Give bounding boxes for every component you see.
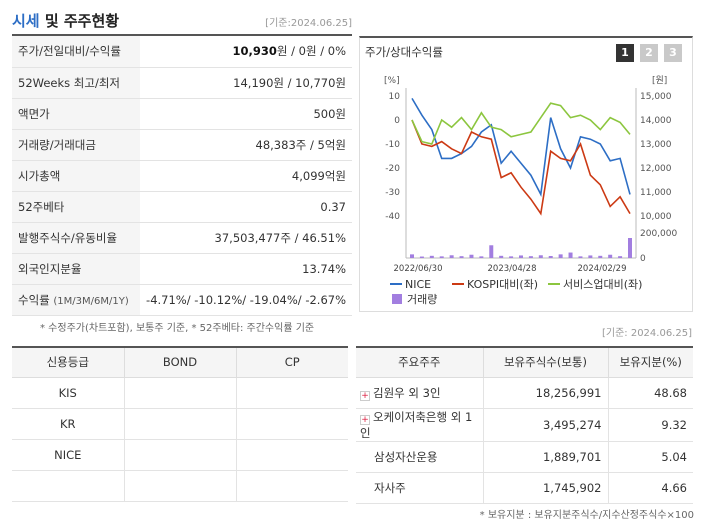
y-tick-label: -20 bbox=[385, 164, 400, 174]
info-row: 외국인지분율 13.74% bbox=[12, 253, 352, 285]
expand-icon[interactable]: + bbox=[360, 414, 370, 425]
y-tick-label: -10 bbox=[385, 140, 400, 150]
col-header: CP bbox=[236, 346, 348, 378]
right-unit: [원] bbox=[652, 75, 667, 86]
major-holders-table: 주요주주 보유주식수(보통) 보유지분(%) + 김원우 외 3인 18,256,… bbox=[356, 346, 693, 504]
info-row: 거래량/거래대금 48,383주 / 5억원 bbox=[12, 129, 352, 161]
volume-bar bbox=[429, 255, 434, 258]
volume-tick-label: 200,000 bbox=[640, 229, 677, 239]
volume-bar bbox=[519, 255, 523, 258]
info-row: 52주베타 0.37 bbox=[12, 191, 352, 223]
volume-bar bbox=[499, 255, 504, 258]
table-row: NICE bbox=[12, 439, 348, 471]
volume-bar bbox=[479, 256, 484, 258]
info-row: 액면가 500원 bbox=[12, 98, 352, 130]
y2-tick-label: 15,000 bbox=[640, 92, 672, 102]
y2-tick-label: 12,000 bbox=[640, 164, 672, 174]
info-row: 주가/전일대비/수익률 10,930원 / 0원 / 0% bbox=[12, 36, 352, 68]
y2-tick-label: 11,000 bbox=[640, 188, 672, 198]
table-row bbox=[12, 470, 348, 502]
legend-label: 서비스업대비(좌) bbox=[563, 278, 642, 291]
volume-bar bbox=[469, 254, 474, 258]
info-row: 시가총액 4,099억원 bbox=[12, 160, 352, 192]
legend-label: KOSPI대비(좌) bbox=[467, 278, 538, 291]
x-tick-label: 2023/04/28 bbox=[488, 264, 537, 274]
x-tick-label: 2024/02/29 bbox=[578, 264, 627, 274]
volume-bar bbox=[588, 255, 593, 258]
volume-bar bbox=[628, 238, 632, 258]
chart-panel: 주가/상대수익률 1 2 3 [%] [원] 10 15,000 0 14,000 -1… bbox=[359, 36, 693, 312]
info-row: 52Weeks 최고/최저 14,190원 / 10,770원 bbox=[12, 67, 352, 99]
col-header: BOND bbox=[124, 346, 237, 378]
col-header: 보유지분(%) bbox=[608, 346, 693, 378]
volume-bar bbox=[548, 256, 553, 258]
col-header: 보유주식수(보통) bbox=[483, 346, 609, 378]
left-unit: [%] bbox=[384, 76, 400, 86]
table-row: KIS bbox=[12, 377, 348, 409]
chart-tab-1[interactable]: 1 bbox=[616, 44, 634, 62]
volume-bar bbox=[459, 256, 464, 258]
volume-bar bbox=[618, 256, 623, 258]
holder-name[interactable]: 오케이저축은행 외 1인 bbox=[360, 409, 473, 440]
volume-bar bbox=[419, 256, 424, 258]
y-tick-label: 10 bbox=[389, 92, 401, 102]
volume-bar bbox=[509, 256, 514, 258]
series-line bbox=[411, 102, 631, 145]
y-tick-label: -40 bbox=[385, 212, 400, 222]
volume-bar bbox=[578, 256, 583, 258]
footnote-price: * 수정주가(차트포함), 보통주 기준, * 52주베타: 주간수익률 기준 bbox=[40, 323, 315, 334]
y2-tick-label: 10,000 bbox=[640, 212, 672, 222]
table-row: 자사주 1,745,902 4.66 bbox=[356, 472, 693, 504]
info-row: 수익률 (1M/3M/6M/1Y) -4.71%/ -10.12%/ -19.04… bbox=[12, 284, 352, 316]
series-line bbox=[411, 119, 631, 216]
col-header: 신용등급 bbox=[12, 346, 125, 378]
x-tick-label: 2022/06/30 bbox=[394, 264, 443, 274]
volume-bar bbox=[538, 255, 543, 258]
base-date: [기준:2024.06.25] bbox=[265, 18, 352, 29]
volume-bar bbox=[598, 255, 603, 258]
volume-tick-label: 0 bbox=[640, 254, 646, 264]
volume-bar bbox=[449, 255, 454, 258]
price-info-table: 주가/전일대비/수익률 10,930원 / 0원 / 0% 52Weeks 최고/… bbox=[12, 36, 352, 316]
y-tick-label: -30 bbox=[385, 188, 400, 198]
table-row: + 김원우 외 3인 18,256,991 48.68 bbox=[356, 377, 693, 409]
legend-label: 거래량 bbox=[407, 293, 437, 306]
volume-bar bbox=[558, 254, 563, 258]
divider bbox=[12, 34, 352, 36]
table-row: 삼성자산운용 1,889,701 5.04 bbox=[356, 441, 693, 473]
series-line bbox=[411, 97, 631, 198]
chart-tab-2[interactable]: 2 bbox=[640, 44, 658, 62]
expand-icon[interactable]: + bbox=[360, 390, 370, 401]
chart-title: 주가/상대수익률 bbox=[365, 45, 443, 59]
volume-bar bbox=[528, 256, 533, 258]
y2-tick-label: 13,000 bbox=[640, 140, 672, 150]
volume-bar bbox=[489, 245, 494, 258]
section-title: 시세 및 주주현황 bbox=[12, 12, 120, 30]
holder-name: 자사주 bbox=[356, 472, 484, 504]
legend-swatch bbox=[392, 294, 402, 304]
info-row: 발행주식수/유동비율 37,503,477주 / 46.51% bbox=[12, 222, 352, 254]
volume-bar bbox=[608, 254, 613, 258]
volume-bar bbox=[439, 256, 444, 258]
volume-bar bbox=[568, 252, 573, 258]
holder-name: 삼성자산운용 bbox=[356, 441, 484, 473]
table-row: + 오케이저축은행 외 1인 3,495,274 9.32 bbox=[356, 408, 693, 442]
y-tick-label: 0 bbox=[394, 116, 400, 126]
col-header: 주요주주 bbox=[356, 346, 484, 378]
holder-name[interactable]: 김원우 외 3인 bbox=[373, 385, 441, 400]
credit-rating-table: 신용등급 BOND CP KIS KR NICE bbox=[12, 346, 348, 502]
relative-return-chart: [%] [원] 10 15,000 0 14,000 -10 13,000 -20 12,00… bbox=[384, 75, 677, 306]
footnote-holders: * 보유지분 : 보유지분주식수/지수산정주식수×100 bbox=[479, 510, 694, 521]
chart-tab-3[interactable]: 3 bbox=[664, 44, 682, 62]
table-row: KR bbox=[12, 408, 348, 440]
y2-tick-label: 14,000 bbox=[640, 116, 672, 126]
legend-label: NICE bbox=[405, 278, 431, 291]
volume-bar bbox=[410, 254, 414, 258]
chart-tabs: 1 2 3 bbox=[616, 44, 682, 62]
base-date-2: [기준: 2024.06.25] bbox=[601, 328, 692, 339]
